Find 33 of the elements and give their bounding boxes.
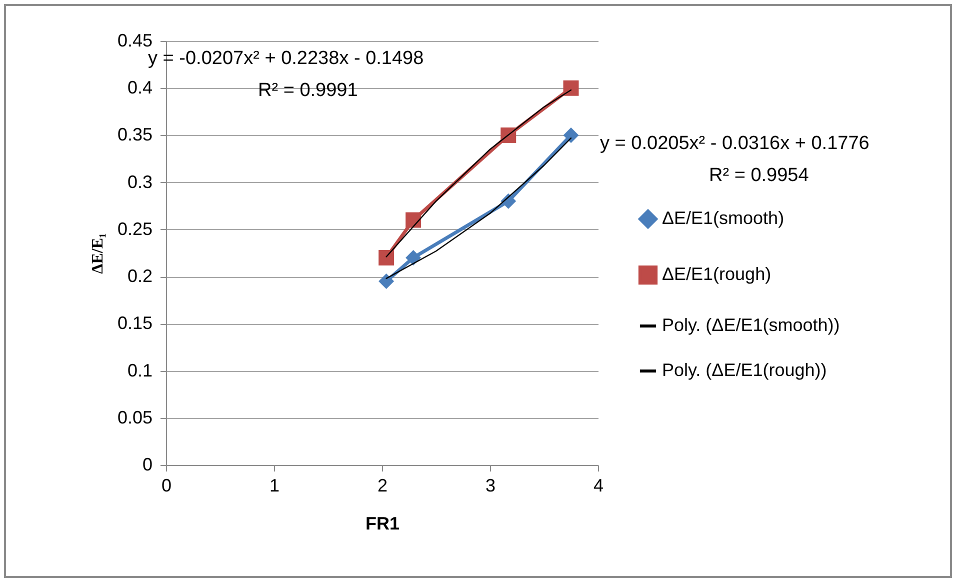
point — [378, 250, 394, 266]
annotation: y = -0.0207x² + 0.2238x - 0.1498 — [148, 48, 424, 70]
x-tick-label: 3 — [485, 476, 496, 496]
point — [500, 193, 516, 209]
legend-label: Poly. (ΔE/E1(rough)) — [662, 360, 827, 380]
x-tick-label: 4 — [593, 476, 604, 496]
legend-label: ΔE/E1(smooth) — [662, 208, 784, 228]
y-tick-label: 0.4 — [127, 78, 152, 98]
point — [406, 212, 422, 228]
annotation: R² = 0.9991 — [258, 80, 358, 102]
point — [500, 127, 516, 143]
point — [563, 127, 579, 143]
y-tick-label: 0.2 — [127, 266, 152, 286]
text: R² = 0.9954 — [709, 165, 809, 187]
point — [378, 274, 394, 290]
point — [563, 80, 579, 96]
y-tick-label: 0.05 — [117, 407, 152, 428]
point — [406, 250, 422, 266]
x-axis-title: FR1 — [365, 514, 400, 534]
legend-label: ΔE/E1(rough) — [662, 264, 772, 284]
x-tick-label: 1 — [269, 476, 280, 496]
y-tick-label: 0 — [142, 454, 152, 474]
y-tick-label: 0.25 — [117, 218, 152, 239]
y-tick-label: 0.1 — [127, 360, 152, 380]
text: y = 0.0205x² - 0.0316x + 0.1776 — [600, 133, 870, 155]
y-axis-title: ΔE/E₁ — [89, 232, 106, 274]
y-tick-label: 0.35 — [117, 124, 152, 145]
y-tick-label: 0.45 — [117, 30, 152, 50]
legend-label: Poly. (ΔE/E1(smooth)) — [662, 315, 840, 335]
x-tick-label: 0 — [161, 476, 172, 496]
y-tick-label: 0.15 — [117, 313, 152, 334]
y-tick-label: 0.3 — [127, 172, 152, 192]
x-tick-label: 2 — [377, 476, 388, 496]
